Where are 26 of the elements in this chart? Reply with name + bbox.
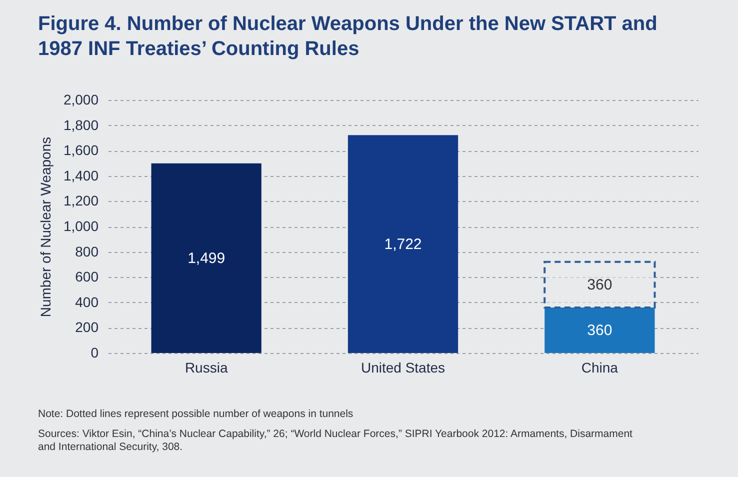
data-label: 1,722: [384, 236, 422, 254]
bar: [544, 307, 655, 353]
y-tick-label: 1,600: [63, 142, 99, 158]
bar: [151, 163, 262, 353]
x-tick-label: China: [581, 360, 618, 376]
y-axis-title: Number of Nuclear Weapons: [37, 136, 54, 318]
y-tick-label: 1,800: [63, 116, 99, 133]
y-tick-label: 1,000: [63, 218, 99, 234]
data-label: 360: [587, 322, 612, 340]
bar: [544, 260, 656, 308]
chart-title: Figure 4. Number of Nuclear Weapons Under the New START and 1987 INF Treaties’ Counting Rules: [38, 13, 658, 60]
text: Note: Dotted lines represent possible number of weapons in tunnels: [38, 408, 354, 420]
y-tick-label: 1,200: [63, 192, 99, 209]
y-tick-label: 0: [90, 344, 99, 360]
data-label: 1,499: [188, 250, 226, 268]
x-tick-label: Russia: [184, 360, 228, 376]
data-label: 360: [587, 276, 612, 294]
y-tick-label: 200: [75, 319, 99, 336]
y-tick-label: 800: [75, 243, 99, 260]
bar: [348, 135, 458, 353]
source-note: Sources: Viktor Esin, “China’s Nuclear Capability,” 26; “World Nuclear Forces,” SIPRI Yearbook 2012: Armaments, Disarmament and International Security, 308.: [38, 428, 633, 453]
y-tick-label: 2,000: [63, 92, 99, 108]
y-tick-label: 400: [75, 294, 99, 310]
x-tick-label: United States: [360, 360, 446, 376]
y-tick-label: 1,400: [63, 167, 99, 184]
y-tick-label: 600: [75, 268, 99, 285]
